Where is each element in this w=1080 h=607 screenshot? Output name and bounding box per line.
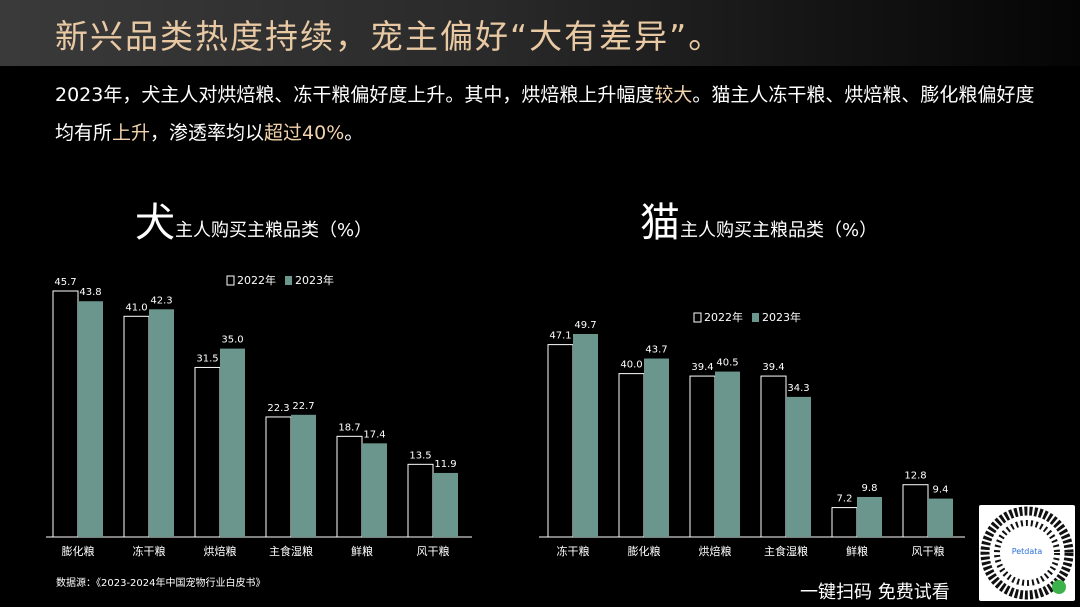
- qr-brand-text: Petdata: [1012, 547, 1043, 556]
- dog-bar-2023-0: [78, 301, 103, 537]
- dog-legend-label-0: 2022年: [237, 273, 276, 287]
- source-note: 数据源：《2023-2024年中国宠物行业白皮书》: [56, 578, 266, 589]
- dog-value-label-2022-0: 45.7: [54, 277, 76, 288]
- dog-chart-title-rest: 主人购买主粮品类（%）: [175, 220, 373, 241]
- summary-part-3: ，渗透率均以: [150, 122, 265, 144]
- dog-value-label-2022-1: 41.0: [125, 302, 147, 313]
- dog-value-label-2023-1: 42.3: [150, 295, 172, 306]
- summary-highlight-3: 超过40%: [264, 122, 345, 144]
- dog-bar-2023-3: [291, 414, 316, 537]
- summary-part-1: 2023年，犬主人对烘焙粮、冻干粮偏好度上升。其中，烘焙粮上升幅度: [55, 84, 655, 106]
- dog-value-label-2023-5: 11.9: [434, 459, 456, 470]
- dog-category-label-5: 风干粮: [417, 544, 450, 558]
- dog-category-label-1: 冻干粮: [133, 544, 166, 558]
- dog-value-label-2023-4: 17.4: [363, 429, 385, 440]
- dog-bar-2022-0: [52, 290, 79, 538]
- dog-bar-2022-2: [194, 366, 221, 538]
- dog-bar-2023-5: [433, 472, 458, 537]
- dog-category-label-0: 膨化粮: [62, 544, 95, 558]
- summary-part-4: 。: [344, 122, 364, 144]
- dog-value-label-2022-3: 22.3: [267, 403, 289, 414]
- page-title: 新兴品类热度持续，宠主偏好“大有差异”。: [55, 17, 724, 56]
- dog-legend-swatch-0: [226, 275, 235, 286]
- dog-category-label-3: 主食湿粮: [269, 544, 313, 558]
- scan-cta-text: 一键扫码 免费试看: [800, 582, 950, 603]
- dog-value-label-2022-2: 31.5: [196, 353, 218, 364]
- qr-code-graphic: Petdata: [980, 506, 1074, 600]
- dog-value-label-2023-2: 35.0: [221, 335, 243, 346]
- dog-value-label-2022-4: 18.7: [338, 422, 360, 433]
- title-banner: [0, 0, 1080, 66]
- dog-bar-2022-3: [265, 416, 292, 538]
- dog-legend-label-1: 2023年: [295, 273, 334, 287]
- dog-bar-2023-2: [220, 348, 245, 537]
- dog-bar-2022-1: [123, 315, 150, 538]
- dog-category-label-4: 鲜粮: [351, 544, 373, 558]
- dog-bar-2022-4: [336, 435, 363, 538]
- dog-value-label-2023-3: 22.7: [292, 401, 314, 412]
- dog-value-label-2022-5: 13.5: [409, 450, 431, 461]
- cat-chart-title: 猫主人购买主粮品类（%）: [640, 190, 877, 248]
- cat-chart-title-rest: 主人购买主粮品类（%）: [680, 220, 878, 241]
- dog-chart-title: 犬主人购买主粮品类（%）: [135, 190, 372, 248]
- cat-chart-title-big: 猫: [640, 200, 680, 246]
- dog-bar-2022-5: [407, 463, 434, 538]
- qr-code[interactable]: Petdata: [979, 505, 1075, 601]
- dog-bar-2023-1: [149, 309, 174, 537]
- summary-text: 2023年，犬主人对烘焙粮、冻干粮偏好度上升。其中，烘焙粮上升幅度较大。猫主人冻…: [55, 76, 1045, 152]
- dog-category-label-2: 烘焙粮: [204, 544, 237, 558]
- summary-part-2: 。猫主人冻干粮、烘焙粮、膨化粮偏好度均有所: [55, 84, 1035, 144]
- dog-value-label-2023-0: 43.8: [79, 287, 101, 298]
- dog-chart-title-big: 犬: [135, 200, 175, 246]
- dog-bar-2023-4: [362, 443, 387, 537]
- summary-highlight-2: 上升: [112, 122, 151, 144]
- summary-highlight-1: 较大: [654, 84, 693, 106]
- dog-legend-swatch-1: [285, 276, 292, 285]
